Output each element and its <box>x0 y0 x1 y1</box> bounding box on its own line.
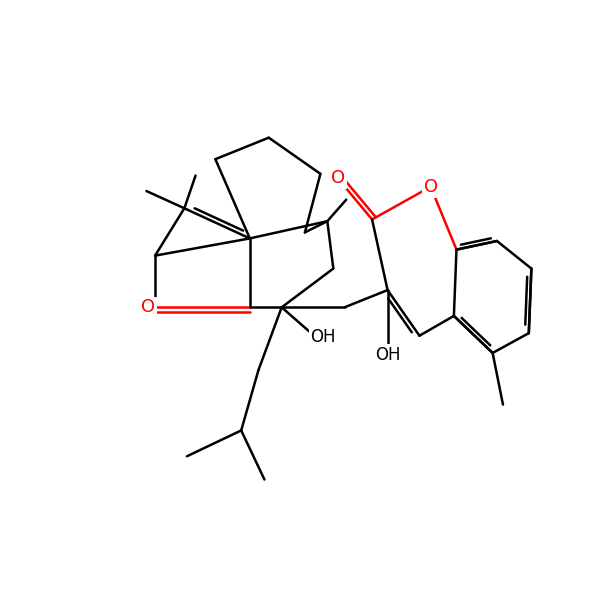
Text: O: O <box>141 298 155 316</box>
Text: O: O <box>331 169 345 187</box>
Text: OH: OH <box>375 346 400 364</box>
Text: OH: OH <box>310 328 336 346</box>
Text: O: O <box>424 178 438 196</box>
